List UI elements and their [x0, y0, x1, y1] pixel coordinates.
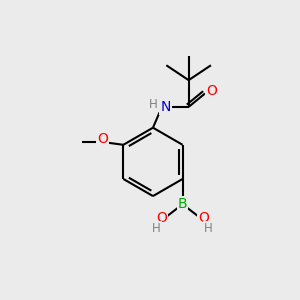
- Text: O: O: [198, 211, 209, 225]
- Text: N: N: [160, 100, 171, 114]
- Text: O: O: [97, 132, 108, 146]
- Text: H: H: [149, 98, 158, 111]
- Text: H: H: [152, 221, 161, 235]
- Text: B: B: [178, 196, 188, 211]
- Text: O: O: [156, 211, 167, 225]
- Text: H: H: [204, 221, 213, 235]
- Text: O: O: [206, 84, 217, 98]
